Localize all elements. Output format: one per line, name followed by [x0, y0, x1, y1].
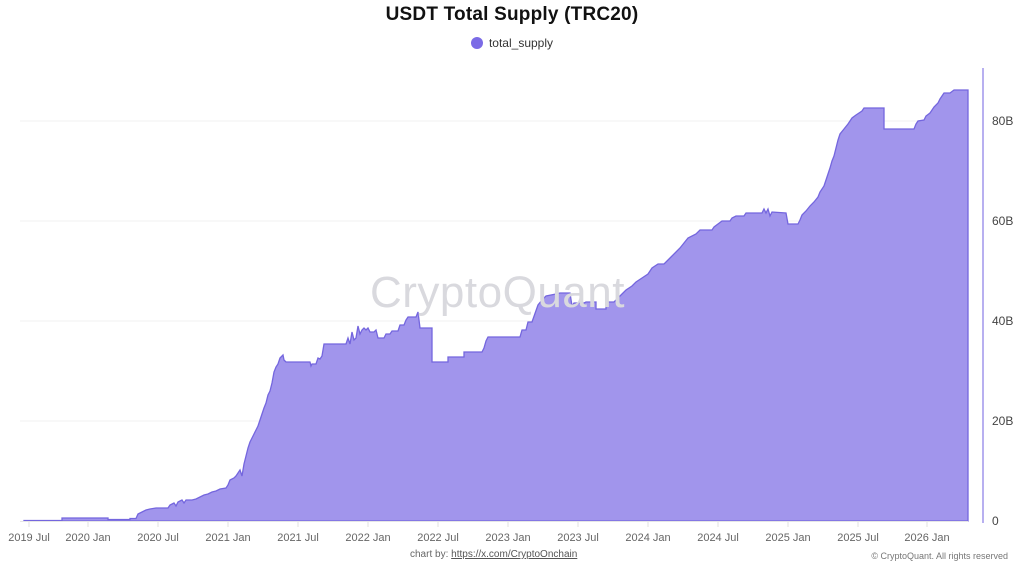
x-tick-label: 2022 Jul	[417, 532, 459, 544]
chart-credit: chart by: https://x.com/CryptoOnchain	[410, 549, 577, 560]
credit-link[interactable]: https://x.com/CryptoOnchain	[451, 549, 578, 560]
x-tick-label: 2025 Jan	[765, 532, 810, 544]
y-tick-label: 80B	[992, 114, 1013, 128]
y-tick-label: 20B	[992, 414, 1013, 428]
legend-dot-icon	[470, 37, 483, 49]
x-tick-label: 2023 Jan	[485, 532, 530, 544]
supply-area	[23, 89, 969, 522]
x-tick-label: 2026 Jan	[904, 532, 949, 544]
y-tick-label: 40B	[992, 314, 1013, 328]
y-axis-labels: 0 20B 40B 60B 80B	[992, 114, 1013, 528]
credit-prefix: chart by:	[410, 549, 449, 560]
x-tick-label: 2020 Jan	[65, 532, 110, 544]
x-tick-label: 2025 Jul	[837, 532, 879, 544]
x-tick-label: 2021 Jul	[277, 532, 319, 544]
x-tick-label: 2020 Jul	[137, 532, 179, 544]
x-axis-labels: 2019 Jul 2020 Jan 2020 Jul 2021 Jan 2021…	[8, 532, 949, 544]
x-tick-label: 2023 Jul	[557, 532, 599, 544]
copyright-notice: © CryptoQuant. All rights reserved	[871, 551, 1008, 561]
x-tick-label: 2024 Jul	[697, 532, 739, 544]
chart-title: USDT Total Supply (TRC20)	[385, 4, 639, 25]
x-tick-label: 2019 Jul	[8, 532, 50, 544]
y-tick-label: 60B	[992, 214, 1013, 228]
x-tick-label: 2022 Jan	[345, 532, 390, 544]
legend-label: total_supply	[488, 36, 554, 50]
x-axis-ticks	[28, 522, 928, 527]
x-tick-label: 2024 Jan	[625, 532, 670, 544]
legend[interactable]: total_supply	[0, 36, 1024, 50]
y-tick-label: 0	[992, 514, 999, 528]
x-tick-label: 2021 Jan	[205, 532, 250, 544]
